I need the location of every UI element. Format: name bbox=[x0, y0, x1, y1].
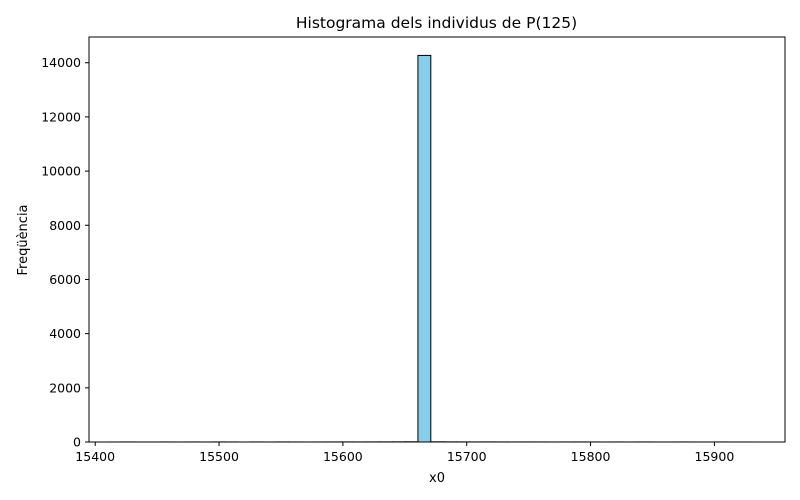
x-tick-label: 15800 bbox=[571, 449, 611, 464]
plot-frame bbox=[88, 36, 786, 443]
x-tick-label: 15700 bbox=[447, 449, 487, 464]
x-tick-label: 15900 bbox=[695, 449, 735, 464]
y-tick-label: 10000 bbox=[41, 164, 81, 179]
y-tick-label: 0 bbox=[73, 435, 81, 450]
y-tick-label: 6000 bbox=[49, 272, 81, 287]
y-axis-ticks: 0 2000 4000 6000 8000 10000 12000 14000 bbox=[41, 55, 89, 450]
y-tick-label: 14000 bbox=[41, 55, 81, 70]
x-axis-label: x0 bbox=[429, 471, 445, 486]
x-axis-ticks: 15400 15500 15600 15700 15800 15900 bbox=[75, 442, 734, 464]
x-tick-label: 15500 bbox=[199, 449, 239, 464]
x-tick-label: 15600 bbox=[323, 449, 363, 464]
y-tick-label: 2000 bbox=[49, 380, 81, 395]
y-tick-label: 4000 bbox=[49, 326, 81, 341]
y-axis-label: Freqüència bbox=[16, 204, 31, 275]
histogram-bar bbox=[417, 54, 432, 443]
x-tick-label: 15400 bbox=[75, 449, 115, 464]
y-tick-label: 12000 bbox=[41, 109, 81, 124]
y-tick-label: 8000 bbox=[49, 218, 81, 233]
histogram-bars bbox=[108, 54, 754, 443]
chart-title: Histograma dels individus de P(125) bbox=[296, 14, 577, 32]
